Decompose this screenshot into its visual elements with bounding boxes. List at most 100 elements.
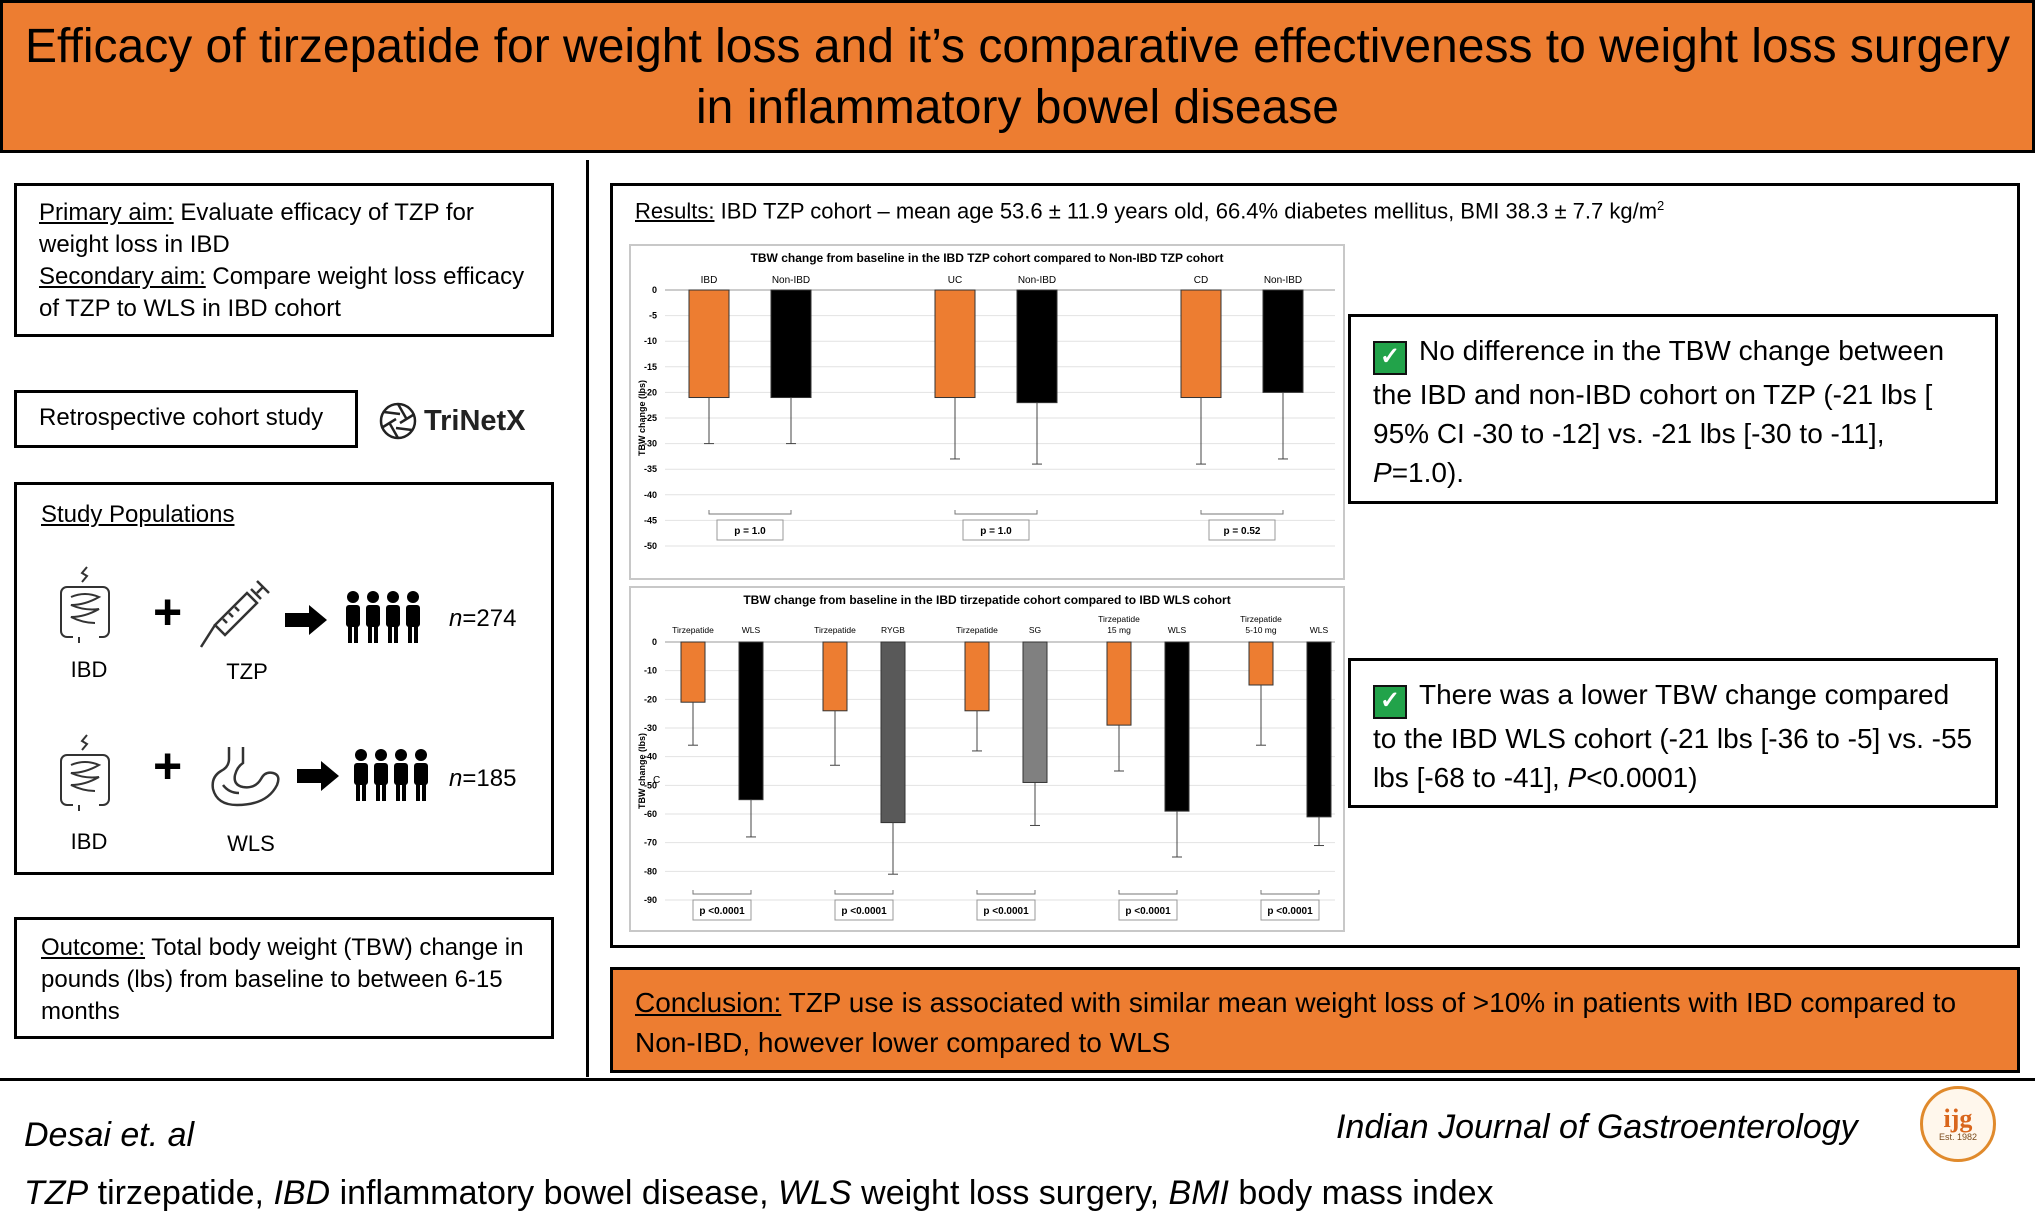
finding-box-1: ✓ No difference in the TBW change between… [1348, 314, 1998, 504]
y-tick-label: -70 [644, 838, 657, 848]
people-icon [354, 749, 428, 801]
results-header: Results: IBD TZP cohort – mean age 53.6 … [635, 198, 1665, 224]
label-tzp: TZP [226, 659, 268, 684]
y-tick-label: -30 [644, 723, 657, 733]
finding-box-2: ✓ There was a lower TBW change compared t… [1348, 658, 1998, 808]
bar-label: Non-IBD [772, 275, 810, 286]
bar-label: WLS [742, 625, 761, 635]
conclusion-box: Conclusion: TZP use is associated with s… [610, 967, 2020, 1073]
logo-text: TriNetX [424, 404, 526, 437]
bar [1022, 641, 1048, 783]
study-design-text: Retrospective cohort study [39, 404, 324, 431]
y-tick-label: 0 [652, 285, 657, 295]
p-value: p = 1.0 [980, 526, 1012, 537]
y-tick-label: -5 [649, 311, 657, 321]
journal-name: Indian Journal of Gastroenterology [1336, 1108, 1858, 1146]
bar-label: 15 mg [1107, 625, 1131, 635]
stray-text: C [653, 775, 660, 786]
bar-label: Non-IBD [1018, 275, 1056, 286]
n-value-wls: n=185 [449, 765, 517, 792]
p-value: p = 0.52 [1224, 526, 1261, 537]
comparison-bracket [1200, 510, 1284, 515]
abbreviations: TZP tirzepatide, IBD inflammatory bowel … [24, 1174, 1494, 1212]
checkmark-icon: ✓ [1373, 341, 1407, 375]
bar [1248, 641, 1274, 686]
y-tick-label: -80 [644, 866, 657, 876]
p-value-box [692, 899, 752, 921]
y-tick-label: -40 [644, 752, 657, 762]
comparison-bracket [692, 890, 752, 895]
p-value-box [1118, 899, 1178, 921]
comparison-bracket [834, 890, 894, 895]
p-value: p <0.0001 [1125, 906, 1171, 917]
y-tick-label: -10 [644, 666, 657, 676]
secondary-aim-label: Secondary aim: [39, 263, 206, 290]
seal-text: ijg [1943, 1104, 1973, 1133]
y-axis-label: TBW change (lbs) [637, 380, 647, 456]
bar [822, 641, 848, 712]
bar-label: Tirzepatide [956, 625, 998, 635]
comparison-bracket [1260, 890, 1320, 895]
chart-title: TBW change from baseline in the IBD TZP … [751, 251, 1224, 265]
outcome-text: Total body weight (TBW) change in pounds… [41, 934, 524, 1025]
bar-label: Tirzepatide [814, 625, 856, 635]
secondary-aim-text: Compare weight loss efficacy of TZP to W… [39, 263, 525, 322]
seal-est: Est. 1982 [1938, 1132, 1978, 1142]
results-panel: Results: IBD TZP cohort – mean age 53.6 … [610, 183, 2020, 948]
p-value: p <0.0001 [983, 906, 1029, 917]
arrow-right-icon [285, 605, 327, 635]
authors: Desai et. al [24, 1116, 195, 1154]
y-tick-label: -30 [644, 439, 657, 449]
horizontal-divider [0, 1078, 2035, 1081]
p-value: p <0.0001 [841, 906, 887, 917]
bar-label: WLS [1310, 625, 1329, 635]
populations-heading: Study Populations [41, 501, 235, 528]
y-tick-label: -45 [644, 515, 657, 525]
bar [1180, 289, 1222, 399]
bar [964, 641, 990, 712]
primary-aim-label: Primary aim: [39, 199, 174, 226]
bar-label: Tirzepatide [1098, 614, 1140, 624]
p-value: p <0.0001 [699, 906, 745, 917]
bar-label: SG [1029, 625, 1041, 635]
bar-label: WLS [1168, 625, 1187, 635]
aperture-icon [379, 402, 417, 440]
bar [1306, 641, 1332, 818]
stomach-icon [211, 747, 280, 807]
comparison-bracket [954, 510, 1038, 515]
n-value-tzp: n=274 [449, 605, 517, 632]
bar [880, 641, 906, 824]
y-tick-label: -20 [644, 387, 657, 397]
y-tick-label: -10 [644, 336, 657, 346]
conclusion-text: TZP use is associated with similar mean … [635, 987, 1957, 1058]
intestine-icon [60, 566, 110, 643]
people-icon [346, 591, 420, 643]
p-value: p = 1.0 [734, 526, 766, 537]
primary-aim-text: Evaluate efficacy of TZP for weight loss… [39, 199, 474, 258]
chart-tzp-vs-wls: TBW change from baseline in the IBD tirz… [629, 586, 1345, 932]
p-value-box [962, 519, 1030, 541]
chart-ibd-vs-nonibd: TBW change from baseline in the IBD TZP … [629, 244, 1345, 580]
y-axis-label: TBW change (lbs) [637, 733, 647, 809]
syringe-icon [199, 580, 270, 648]
y-tick-label: -25 [644, 413, 657, 423]
journal-seal: ijg Est. 1982 [1920, 1086, 1996, 1162]
p-value: p <0.0001 [1267, 906, 1313, 917]
bar-label: Tirzepatide [1240, 614, 1282, 624]
aims-box: Primary aim: Evaluate efficacy of TZP fo… [14, 183, 554, 337]
y-tick-label: -50 [644, 780, 657, 790]
chart-1-svg: TBW change from baseline in the IBD TZP … [637, 251, 1335, 551]
y-tick-label: -20 [644, 694, 657, 704]
bar [1016, 289, 1058, 404]
bar-label: CD [1194, 275, 1208, 286]
intestine-icon [60, 734, 110, 811]
bar [1164, 641, 1190, 812]
y-tick-label: -50 [644, 541, 657, 551]
p-value-box [976, 899, 1036, 921]
outcome-box: Outcome: Total body weight (TBW) change … [14, 917, 554, 1039]
title-banner: Efficacy of tirzepatide for weight loss … [0, 0, 2035, 153]
bar-label: IBD [701, 275, 718, 286]
arrow-right-icon [297, 761, 339, 791]
p-value-box [1260, 899, 1320, 921]
y-tick-label: -35 [644, 464, 657, 474]
